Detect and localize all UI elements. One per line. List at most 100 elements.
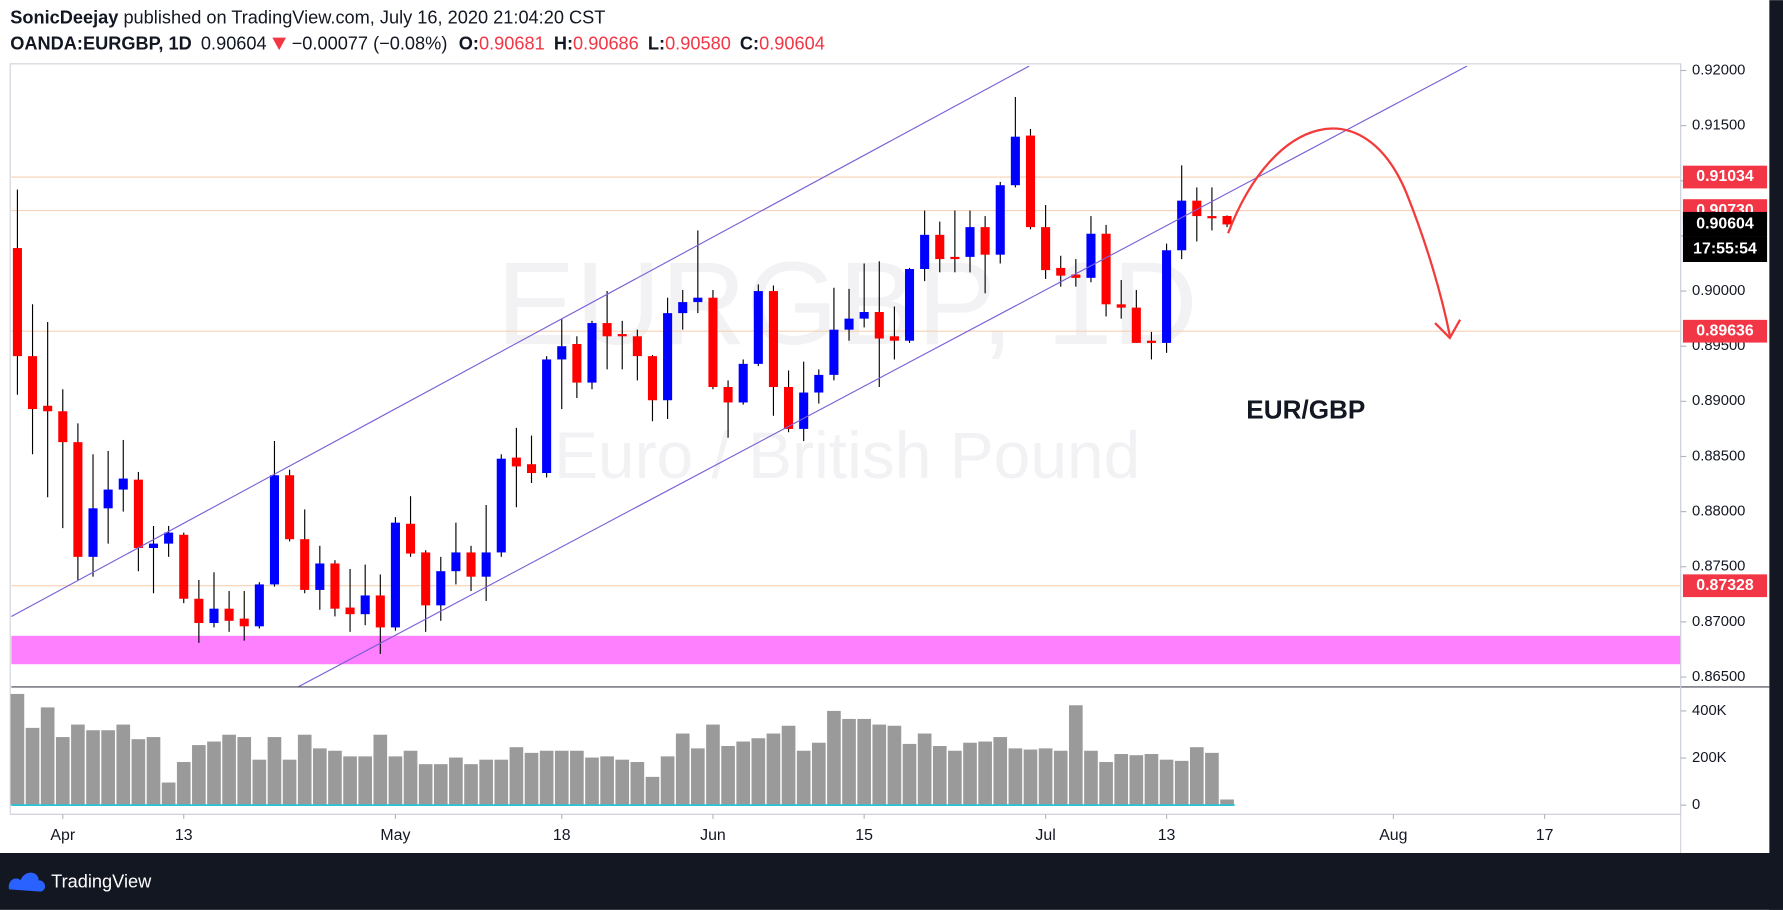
volume-bar <box>131 739 146 806</box>
x-tick-label: Apr <box>50 827 75 844</box>
publish-line: SonicDeejay published on TradingView.com… <box>10 7 605 27</box>
volume-bar <box>252 759 267 806</box>
volume-bar <box>570 750 584 806</box>
candle-body <box>1086 233 1096 278</box>
candle-body <box>1131 307 1141 343</box>
volume-bar <box>615 759 630 806</box>
volume-bar <box>539 750 554 806</box>
candle-body <box>753 291 763 364</box>
candle-body <box>602 323 612 337</box>
candle-body <box>58 411 68 443</box>
volume-bar <box>207 741 221 806</box>
candle-body <box>375 595 385 628</box>
candle-body <box>179 534 189 599</box>
volume-bar <box>192 745 206 806</box>
volume-bar <box>449 757 463 806</box>
volume-bar <box>1099 762 1113 806</box>
candle-body <box>889 336 899 341</box>
candle-body <box>224 608 234 621</box>
volume-bar <box>600 756 614 806</box>
volume-bar <box>1053 750 1068 806</box>
candle-body <box>965 227 975 257</box>
candle-body <box>904 269 915 341</box>
watermark-symbol: EURGBP, 1D <box>497 238 1198 370</box>
candle-body <box>496 458 506 553</box>
candle-body <box>209 608 219 624</box>
volume-bar <box>811 742 826 806</box>
volume-bar <box>872 724 887 806</box>
watermark-description: Euro / British Pound <box>554 418 1140 492</box>
candle-body <box>647 356 658 401</box>
levels <box>11 176 1681 587</box>
projection-arrow <box>1227 127 1451 336</box>
volume-bar <box>267 737 282 806</box>
level-label-bg <box>1682 574 1768 598</box>
symbol-line: OANDA:EURGBP, 1D 0.90604 −0.00077 (−0.08%)… <box>10 33 825 53</box>
x-tick-label: May <box>380 827 410 844</box>
volume-bar <box>237 737 252 806</box>
volume-bar <box>993 737 1008 806</box>
x-tick-label: 18 <box>553 827 571 844</box>
candle-body <box>466 552 476 577</box>
change: −0.00077 (−0.08%) <box>292 33 448 53</box>
plot-area <box>9 63 1682 815</box>
x-tick-label: Aug <box>1379 827 1407 844</box>
volume-bar <box>418 764 433 806</box>
volume-bar <box>494 759 509 806</box>
candle-body <box>148 543 159 549</box>
volume-bar <box>176 762 191 806</box>
candle-body <box>511 457 521 467</box>
volume-bar <box>675 733 690 806</box>
volume-bar <box>781 725 796 806</box>
candle-body <box>88 508 98 557</box>
candle-body <box>1101 233 1111 305</box>
candle-body <box>632 336 642 357</box>
candle-body <box>73 442 83 557</box>
volume-bar <box>328 750 342 806</box>
volume-bar <box>71 724 85 806</box>
volume-tick-label: 0 <box>1692 797 1700 813</box>
volume-bar <box>146 737 161 806</box>
volume-bar <box>10 693 25 806</box>
candle-body <box>693 297 703 303</box>
volume-bar <box>751 738 766 806</box>
ohlc-value: 0.90686 <box>573 33 639 53</box>
candle-body <box>799 392 809 429</box>
volume-bar <box>857 718 871 806</box>
candle-body <box>1116 304 1126 308</box>
volume-bar <box>403 750 418 806</box>
candle-body <box>1162 250 1172 343</box>
y-tick-label: 0.88000 <box>1692 504 1745 520</box>
candle-body <box>844 318 854 330</box>
candle-body <box>345 607 355 615</box>
candle-body <box>315 563 325 590</box>
candle-body <box>859 312 869 319</box>
axes: 0.86500 0.87000 0.87500 0.88000 0.88500 0.890… <box>50 62 1768 844</box>
candle-body <box>663 313 673 401</box>
support-zone <box>11 635 1681 665</box>
candle-body <box>451 552 461 572</box>
candle-body <box>194 598 204 624</box>
candle-body <box>481 552 491 577</box>
volume-bar <box>433 764 448 806</box>
candle-body <box>1025 135 1036 228</box>
volume-bar <box>101 730 115 806</box>
x-tick-label: 15 <box>855 827 873 844</box>
volume-bar <box>479 759 493 806</box>
volume-bar <box>1038 748 1053 806</box>
candle-body <box>28 356 38 410</box>
volume-bar <box>1174 760 1189 806</box>
level-label: 0.87328 <box>1696 577 1754 594</box>
candle-body <box>723 387 733 403</box>
candle-body <box>1177 200 1187 251</box>
volume-bar <box>1008 748 1023 806</box>
candle-body <box>678 302 688 314</box>
volume-bar <box>1144 754 1159 806</box>
candle-body <box>814 374 824 393</box>
author: SonicDeejay <box>10 7 119 27</box>
candle-body <box>133 479 143 549</box>
volume-bar <box>948 750 962 806</box>
candle-body <box>920 234 930 270</box>
channel-upper <box>11 65 1030 617</box>
